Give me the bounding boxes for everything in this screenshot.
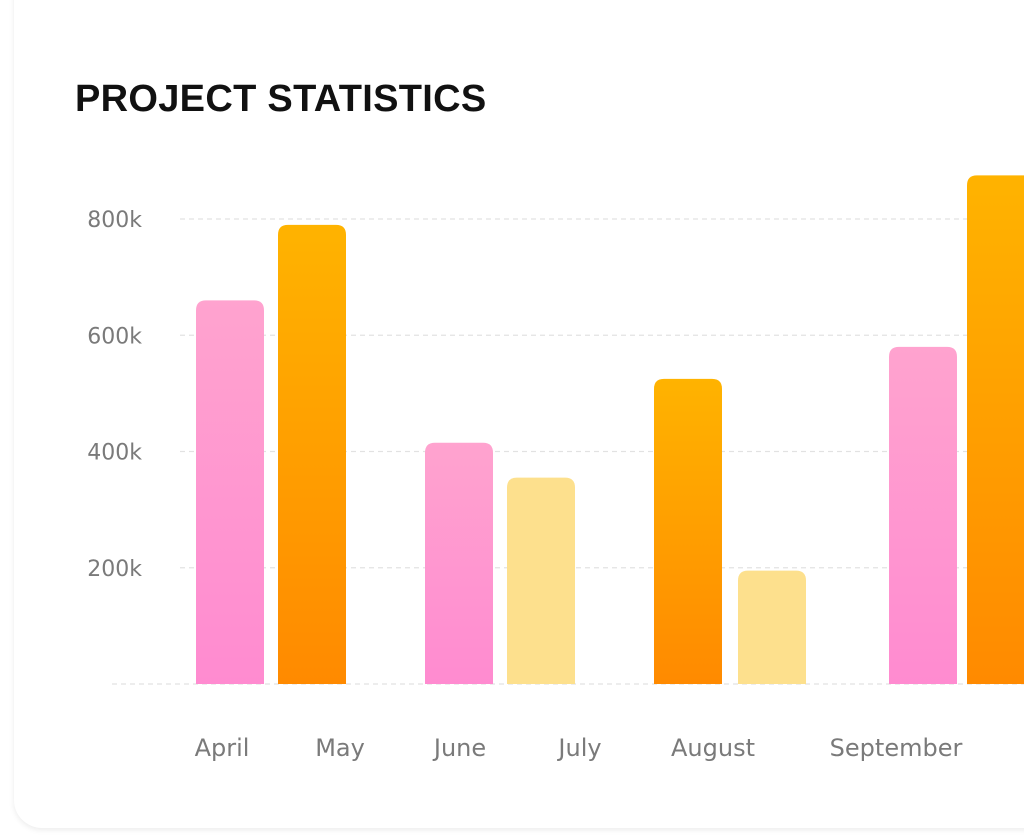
bars [196,175,1024,684]
x-tick-label: June [432,734,486,762]
y-tick-label: 400k [87,441,142,466]
bar [507,477,575,684]
bar [654,378,722,684]
y-tick-label: 800k [87,208,142,233]
x-tick-label: July [556,734,601,762]
bar [889,346,957,684]
x-axis-ticks: April May June July August September [195,734,963,762]
x-tick-label: September [830,734,963,762]
y-axis-ticks: 200k 400k 600k 800k [87,208,142,582]
y-tick-label: 600k [87,324,142,349]
x-tick-label: April [195,734,250,762]
chart-card [14,0,1024,828]
bar [278,224,346,684]
x-tick-label: August [671,734,755,762]
bar [738,570,806,684]
x-tick-label: May [315,734,365,762]
bar [967,175,1024,684]
bar [425,442,493,684]
chart-title: PROJECT STATISTICS [75,78,487,120]
y-tick-label: 200k [87,557,142,582]
bar [196,300,264,684]
grid-lines [112,218,1024,685]
